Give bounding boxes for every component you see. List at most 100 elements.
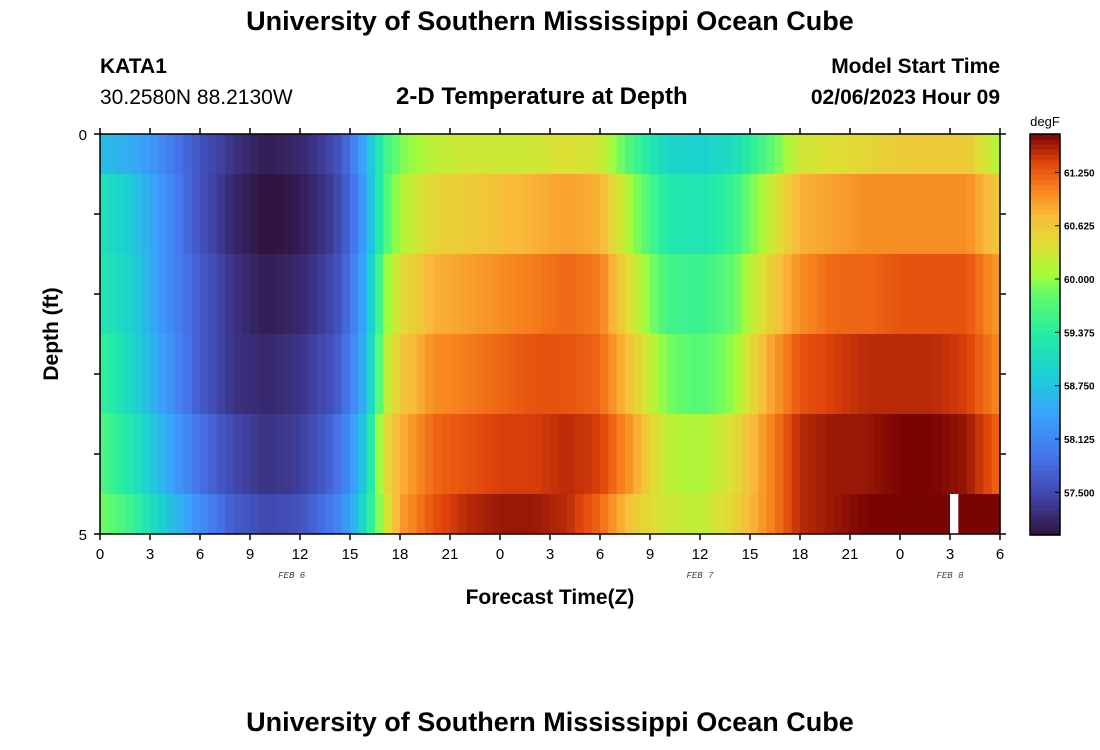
heatmap-cell (775, 414, 784, 494)
heatmap-cell (708, 134, 718, 174)
heatmap-cell (766, 414, 776, 494)
station-coordinates: 30.2580N 88.2130W (100, 86, 293, 109)
heatmap-cell (466, 414, 476, 494)
heatmap-cell (533, 414, 543, 494)
heatmap-cell (941, 174, 951, 254)
heatmap-cell (525, 254, 534, 334)
heatmap-cell (683, 494, 693, 534)
heatmap-cell (766, 254, 776, 334)
heatmap-cell (858, 334, 868, 414)
colorbar-segment (1030, 409, 1060, 416)
heatmap-cell (616, 174, 626, 254)
heatmap-cell (250, 494, 259, 534)
heatmap-cell (891, 134, 901, 174)
heatmap-cell (383, 414, 393, 494)
heatmap-cell (525, 414, 534, 494)
colorbar-segment (1030, 149, 1060, 155)
heatmap-cell (166, 254, 176, 334)
heatmap-cell (341, 334, 351, 414)
heatmap-cell (291, 174, 301, 254)
heatmap-cell (975, 254, 984, 334)
heatmap-cell (483, 254, 493, 334)
heatmap-cell (408, 334, 418, 414)
y-tick-labels: 05 (79, 127, 87, 544)
heatmap-cell (600, 334, 609, 414)
heatmap-cell (275, 254, 284, 334)
x-tick-label: 15 (742, 546, 759, 563)
heatmap-cell (550, 134, 559, 174)
heatmap-cell (283, 174, 293, 254)
heatmap-cell (500, 334, 509, 414)
heatmap-cell (450, 334, 459, 414)
heatmap-cell (275, 414, 284, 494)
heatmap-cell (816, 174, 826, 254)
heatmap-cell (408, 254, 418, 334)
heatmap-cell (258, 134, 268, 174)
heatmap-cell (991, 254, 1001, 334)
plot-title: 2-D Temperature at Depth (396, 83, 688, 110)
heatmap-cell (916, 254, 926, 334)
colorbar-segment (1030, 154, 1060, 160)
heatmap-cell (933, 494, 943, 534)
heatmap-cell (625, 254, 634, 334)
heatmap-cell (158, 134, 168, 174)
heatmap-cell (850, 254, 859, 334)
heatmap-cell (533, 494, 543, 534)
heatmap-cell (550, 414, 559, 494)
x-tick-label: 12 (292, 546, 309, 563)
heatmap-cell (491, 254, 501, 334)
heatmap-cell (583, 334, 593, 414)
colorbar-segment (1030, 379, 1060, 386)
heatmap-cell (775, 334, 784, 414)
heatmap-cell (883, 494, 893, 534)
heatmap-cell (383, 254, 393, 334)
heatmap-cell (616, 134, 626, 174)
heatmap-cell (200, 174, 209, 254)
heatmap-cell (583, 254, 593, 334)
heatmap-cell (400, 494, 409, 534)
heatmap-cell (900, 134, 909, 174)
heatmap-cell (766, 334, 776, 414)
colorbar-segment (1030, 294, 1060, 301)
heatmap-cell (966, 334, 976, 414)
x-tick-label: 0 (496, 546, 504, 563)
heatmap-cell (808, 254, 818, 334)
heatmap-cell (225, 134, 234, 174)
heatmap-cell (991, 414, 1001, 494)
colorbar-tick-label: 58.750 (1064, 382, 1095, 393)
heatmap-cell (600, 174, 609, 254)
colorbar-segment (1030, 144, 1060, 150)
heatmap-cell (466, 494, 476, 534)
heatmap-cell (150, 494, 159, 534)
heatmap-cell (950, 334, 959, 414)
heatmap-cell (816, 494, 826, 534)
heatmap-cell (825, 414, 834, 494)
colorbar-segment (1030, 529, 1060, 536)
heatmap-cell (941, 494, 951, 534)
heatmap-cell (375, 334, 384, 414)
heatmap-cell (641, 334, 651, 414)
heatmap-cell (483, 494, 493, 534)
heatmap-cell (800, 134, 809, 174)
heatmap-cell (475, 414, 484, 494)
heatmap-cell (975, 414, 984, 494)
heatmap-cell (566, 334, 576, 414)
heatmap-cell (408, 494, 418, 534)
heatmap-cell (208, 494, 218, 534)
colorbar-segment (1030, 414, 1060, 421)
colorbar-segment (1030, 249, 1060, 255)
heatmap-cell (191, 254, 201, 334)
heatmap-cell (750, 494, 759, 534)
colorbar-segment (1030, 309, 1060, 316)
heatmap-cell (708, 414, 718, 494)
heatmap-cell (925, 174, 934, 254)
heatmap-cell (766, 174, 776, 254)
heatmap-cell (800, 334, 809, 414)
heatmap-cell (750, 134, 759, 174)
heatmap-cell (416, 334, 426, 414)
heatmap-cell (400, 254, 409, 334)
heatmap-cell (125, 174, 134, 254)
heatmap-cell (316, 174, 326, 254)
heatmap-cell (491, 494, 501, 534)
heatmap-cell (633, 494, 643, 534)
